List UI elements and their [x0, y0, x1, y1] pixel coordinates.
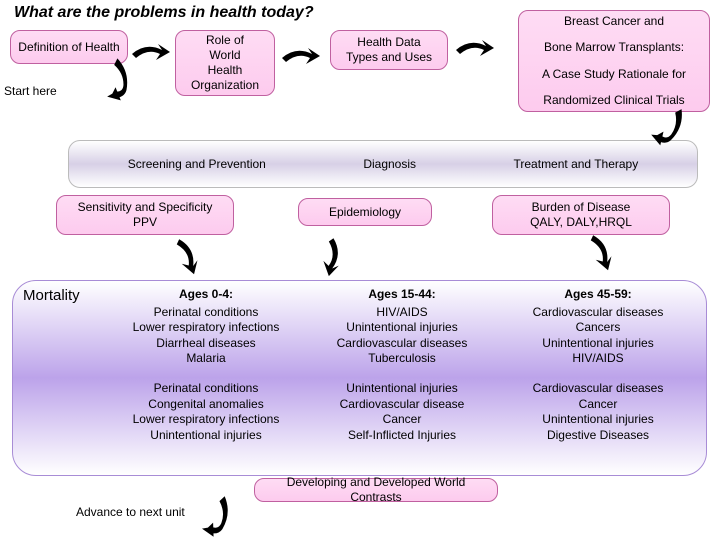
mortality-label: Mortality — [23, 287, 80, 304]
box-contrasts[interactable]: Developing and Developed World Contrasts — [254, 478, 498, 502]
start-here-label: Start here — [4, 84, 57, 98]
box-definition[interactable]: Definition of Health — [10, 30, 128, 64]
bar-item-treatment[interactable]: Treatment and Therapy — [514, 157, 639, 171]
box-burden[interactable]: Burden of Disease QALY, DALY,HRQL — [492, 195, 670, 235]
box-epidemiology[interactable]: Epidemiology — [298, 198, 432, 226]
box-sens-spec[interactable]: Sensitivity and Specificity PPV — [56, 195, 234, 235]
bar-item-screening[interactable]: Screening and Prevention — [128, 157, 266, 171]
bar-item-diagnosis[interactable]: Diagnosis — [363, 157, 416, 171]
topics-bar: Screening and Prevention Diagnosis Treat… — [68, 140, 698, 188]
box-data-types[interactable]: Health Data Types and Uses — [330, 30, 448, 70]
age-col-0-bottom: Perinatal conditions Congenital anomalie… — [113, 381, 299, 443]
box-case-study[interactable]: Breast Cancer and Bone Marrow Transplant… — [518, 10, 710, 112]
box-who[interactable]: Role of World Health Organization — [175, 30, 275, 96]
mortality-grid: Ages 0-4: Perinatal conditions Lower res… — [113, 287, 691, 443]
page-title: What are the problems in health today? — [14, 4, 314, 22]
age-col-1-top: Ages 15-44: HIV/AIDS Unintentional injur… — [309, 287, 495, 367]
age-col-0-top: Ages 0-4: Perinatal conditions Lower res… — [113, 287, 299, 367]
advance-label: Advance to next unit — [76, 505, 185, 519]
age-col-2-bottom: Cardiovascular diseases Cancer Unintenti… — [505, 381, 691, 443]
mortality-panel: Mortality Ages 0-4: Perinatal conditions… — [12, 280, 707, 476]
age-col-2-top: Ages 45-59: Cardiovascular diseases Canc… — [505, 287, 691, 367]
age-col-1-bottom: Unintentional injuries Cardiovascular di… — [309, 381, 495, 443]
